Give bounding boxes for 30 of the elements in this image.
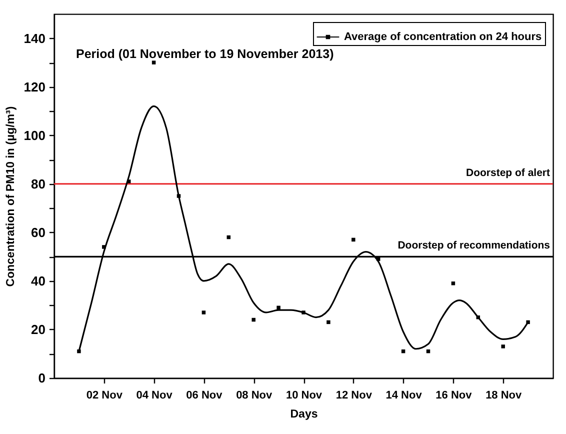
legend-label: Average of concentration on 24 hours [344,31,542,43]
x-tick-label: 12 Nov [336,390,373,402]
y-tick-label: 100 [24,128,46,143]
y-tick-label: 20 [31,322,46,337]
y-tick-label: 120 [24,79,46,94]
x-tick-label: 14 Nov [386,390,423,402]
ref-line-label: Doorstep of recommendations [398,240,550,252]
point [276,306,280,310]
y-tick-label: 0 [38,370,46,386]
x-axis-title: Days [290,408,318,420]
x-tick-label: 08 Nov [236,390,274,402]
x-tick-label: 18 Nov [486,390,523,402]
y-axis-title: Concentration of PM10 in (µg/m³) [4,106,17,287]
point [501,344,505,348]
y-tick-label: 40 [31,273,46,288]
x-tick-label: 16 Nov [436,390,473,402]
annotation: Period (01 November to 19 November 2013) [76,47,334,61]
x-tick-label: 06 Nov [186,390,224,402]
y-tick-label: 80 [31,176,46,192]
x-tick-label: 02 Nov [86,390,124,402]
y-tick-label: 60 [31,224,46,240]
x-tick-label: 10 Nov [286,390,323,402]
ref-line-label: Doorstep of alert [466,166,550,179]
point [152,60,156,64]
point [352,238,356,242]
point [326,320,330,324]
x-tick-label: 04 Nov [136,390,174,402]
point [252,318,256,322]
y-tick-label: 140 [24,30,46,46]
point [202,310,206,314]
